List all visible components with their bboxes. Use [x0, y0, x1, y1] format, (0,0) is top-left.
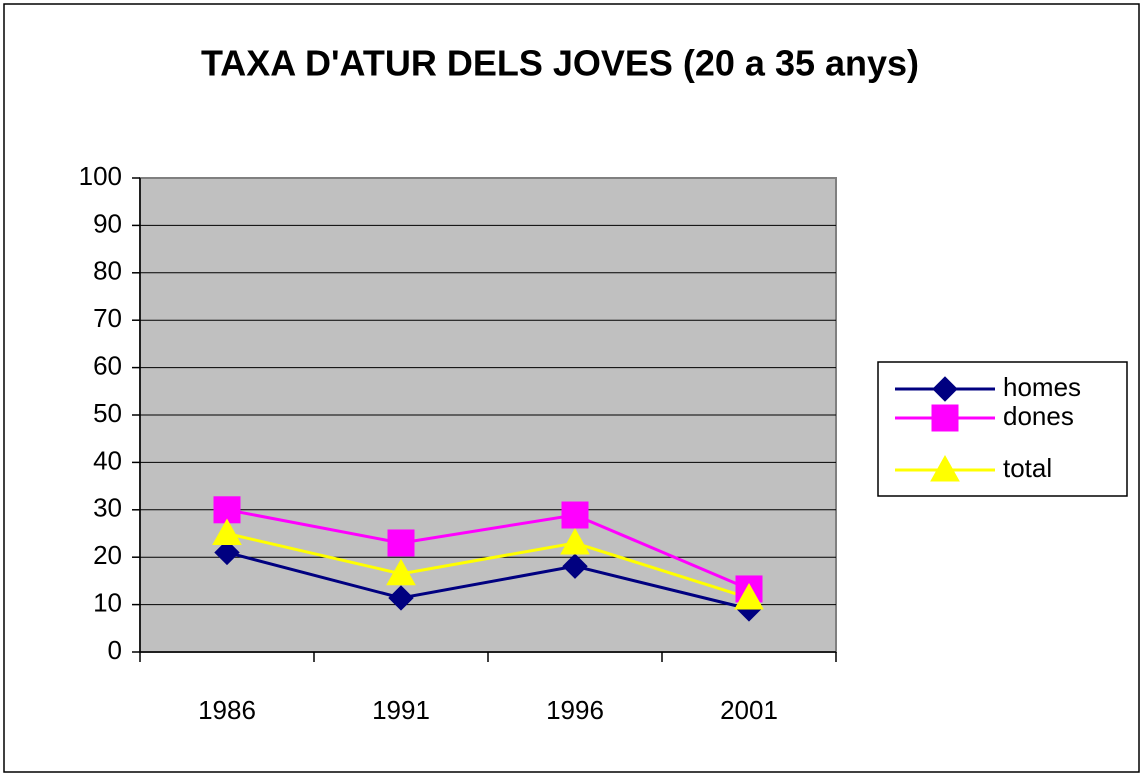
y-tick-label: 70 — [93, 303, 122, 333]
legend-box — [877, 361, 1128, 497]
legend-label: total — [1003, 453, 1052, 483]
x-tick-label: 1996 — [546, 695, 604, 725]
marker-diamond — [388, 585, 414, 611]
marker-triangle — [734, 582, 764, 610]
series-line — [226, 551, 750, 611]
legend-label: dones — [1003, 401, 1074, 431]
marker-triangle — [212, 518, 242, 545]
marker-triangle — [386, 558, 416, 586]
marker-diamond — [214, 539, 240, 566]
y-tick-label: 10 — [93, 587, 122, 617]
marker-square — [931, 404, 959, 432]
y-tick-label: 30 — [93, 493, 122, 523]
y-tick-label: 20 — [93, 540, 122, 570]
x-tick-label: 1991 — [372, 695, 430, 725]
legend-label: homes — [1003, 372, 1081, 402]
series-line — [226, 532, 750, 600]
y-tick-label: 100 — [79, 161, 122, 191]
marker-diamond — [562, 553, 588, 579]
marker-square — [561, 501, 589, 529]
marker-triangle — [560, 527, 590, 555]
marker-square — [213, 496, 241, 524]
x-tick-label: 1986 — [198, 695, 256, 725]
chart-title: TAXA D'ATUR DELS JOVES (20 a 35 anys) — [201, 43, 919, 84]
y-tick-label: 40 — [93, 445, 122, 475]
series-line — [226, 508, 750, 591]
y-tick-label: 0 — [108, 635, 122, 665]
y-tick-label: 60 — [93, 350, 122, 380]
y-tick-label: 80 — [93, 256, 122, 286]
y-tick-label: 90 — [93, 208, 122, 238]
y-tick-label: 50 — [93, 398, 122, 428]
marker-square — [387, 529, 415, 557]
marker-triangle — [930, 454, 960, 482]
x-tick-label: 2001 — [720, 695, 778, 725]
marker-diamond — [932, 376, 958, 402]
